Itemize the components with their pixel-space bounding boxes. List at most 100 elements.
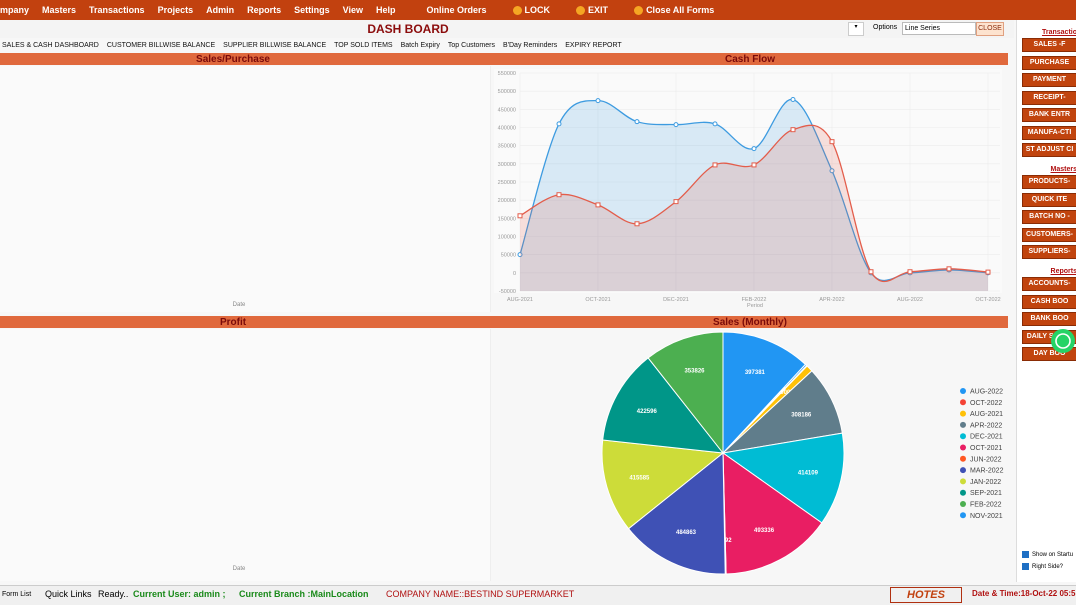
dashboard-title: DASH BOARD — [367, 22, 449, 36]
legend-label: JUN-2022 — [970, 456, 1002, 463]
form-list[interactable]: Form List — [2, 591, 32, 598]
close-button[interactable]: CLOSE — [976, 22, 1004, 36]
legend-label: DEC-2021 — [970, 434, 1003, 441]
sidebar-button[interactable]: QUICK ITE — [1022, 192, 1076, 207]
menu-item[interactable]: Projects — [157, 5, 194, 15]
x-axis-title: Date — [232, 566, 246, 572]
x-axis-title: Period — [747, 303, 763, 309]
y-tick-label: 500000 — [498, 89, 516, 95]
sales-purchase-panel — [0, 66, 491, 312]
sidebar-button[interactable]: ACCOUNTS- — [1022, 277, 1076, 291]
menu-item[interactable]: Admin — [206, 5, 235, 15]
sidebar-button[interactable]: CASH BOO — [1022, 294, 1076, 309]
slice-label: 493336 — [754, 528, 775, 534]
point — [712, 121, 718, 127]
checkbox-row[interactable]: Show on Startu — [1022, 551, 1073, 558]
status-bar: Form List Quick Links Ready.. Current Us… — [0, 585, 1076, 605]
y-tick-label: 200000 — [498, 198, 516, 204]
slice-label: 3992 — [718, 538, 732, 544]
sidebar-button[interactable]: RECEIPT- — [1022, 90, 1076, 105]
x-tick-label: OCT-2021 — [585, 297, 610, 303]
point — [517, 213, 523, 219]
menu-item[interactable]: Close All Forms — [634, 5, 727, 16]
menu-item[interactable]: View — [342, 5, 363, 15]
menu-item[interactable]: LOCK — [512, 5, 564, 16]
menu-item[interactable]: Masters — [42, 5, 77, 15]
sidebar-button[interactable]: PURCHASE — [1022, 55, 1076, 70]
x-tick-label: DEC-2021 — [663, 297, 689, 303]
menu-item[interactable]: Settings — [294, 5, 330, 15]
tab[interactable]: Top Customers — [447, 41, 495, 49]
menu-item[interactable]: Transactions — [89, 5, 145, 15]
y-tick-label: 0 — [513, 271, 516, 277]
point — [751, 146, 757, 152]
point — [829, 139, 835, 145]
point — [634, 221, 640, 227]
charts: -50000 0 50000 100000 150000 200000 250000 3000… — [497, 71, 1004, 574]
x-axis-title: Date — [232, 302, 246, 308]
y-tick-label: 150000 — [498, 216, 516, 222]
sidebar-button[interactable]: PRODUCTS- — [1022, 175, 1076, 189]
slice-label: 414109 — [798, 470, 819, 476]
sidebar-button[interactable]: BATCH NO - — [1022, 210, 1076, 224]
point — [595, 98, 601, 104]
menu-item[interactable]: mpany — [0, 5, 30, 15]
section-title: Transactio — [1041, 29, 1076, 36]
tab[interactable]: EXPIRY REPORT — [565, 41, 622, 49]
tab[interactable]: CUSTOMER BILLWISE BALANCE — [106, 41, 216, 49]
slice-label: 308186 — [791, 413, 812, 419]
y-tick-label: 250000 — [498, 180, 516, 186]
x-tick-label: FEB-2022 — [742, 297, 767, 303]
sidebar-button[interactable]: SALES -F — [1022, 38, 1076, 52]
menu-item[interactable]: Help — [376, 5, 396, 15]
sidebar-button[interactable]: BANK BOO — [1022, 312, 1076, 326]
quick-links[interactable]: Quick Links — [45, 589, 92, 599]
legend-label: JAN-2022 — [970, 479, 1001, 486]
menu-item[interactable]: Reports — [247, 5, 282, 15]
section-title: Masters — [1050, 166, 1076, 173]
y-tick-label: 100000 — [498, 235, 516, 241]
date-time: Date & Time:18-Oct-22 05:5 — [972, 589, 1076, 598]
pie-slice — [602, 357, 725, 454]
tab[interactable]: TOP SOLD ITEMS — [334, 41, 393, 49]
y-tick-label: 50000 — [501, 253, 516, 259]
slice-label: 415585 — [629, 475, 650, 481]
series-select[interactable]: Line Series — [902, 22, 976, 35]
checkbox[interactable] — [1022, 551, 1029, 558]
section-title: Reports — [1050, 268, 1076, 275]
legend-marker — [960, 501, 966, 507]
checkbox[interactable] — [1022, 563, 1029, 570]
legend-marker — [960, 388, 966, 394]
tab[interactable]: SUPPLIER BILLWISE BALANCE — [223, 41, 327, 49]
pie-slice — [647, 331, 724, 455]
current-user: Current User: admin ; — [133, 589, 226, 599]
checkbox-label: Show on Startu — [1032, 552, 1074, 559]
sidebar-button[interactable]: PAYMENT — [1022, 73, 1076, 87]
x-tick-label: OCT-2022 — [975, 297, 1000, 303]
sidebar-button[interactable]: SUPPLIERS- — [1022, 245, 1076, 259]
legend-marker — [960, 410, 966, 417]
whatsapp-icon[interactable] — [1050, 328, 1076, 354]
legend-marker — [960, 467, 966, 474]
panel-title: Cash Flow — [724, 54, 776, 65]
tab[interactable]: SALES & CASH DASHBOARD — [2, 41, 99, 49]
menu-bar: mpany Masters Transactions Projects Admin Rep… — [0, 0, 1076, 20]
sidebar-button[interactable]: ST ADJUST CI — [1022, 143, 1076, 157]
current-branch: Current Branch :MainLocation — [239, 589, 369, 599]
tab[interactable]: B'Day Reminders — [502, 41, 558, 49]
sidebar-button[interactable]: CUSTOMERS- — [1022, 227, 1076, 242]
y-tick-label: -50000 — [499, 289, 516, 295]
tab[interactable]: Batch Expiry — [400, 41, 440, 49]
checkbox-label: Right Side? — [1032, 564, 1064, 571]
menu-item[interactable]: EXIT — [576, 5, 621, 16]
menu-item[interactable]: Online Orders — [427, 5, 500, 15]
point — [907, 269, 913, 275]
sidebar-button[interactable]: MANUFA-CTI — [1022, 125, 1076, 140]
icon — [576, 6, 586, 16]
legend-marker — [960, 444, 966, 451]
point — [556, 121, 562, 127]
checkbox-row[interactable]: Right Side? — [1022, 563, 1063, 570]
sidebar-button[interactable]: BANK ENTR — [1022, 108, 1076, 122]
dropdown[interactable]: ▾ — [848, 22, 864, 36]
legend-marker — [960, 478, 966, 485]
